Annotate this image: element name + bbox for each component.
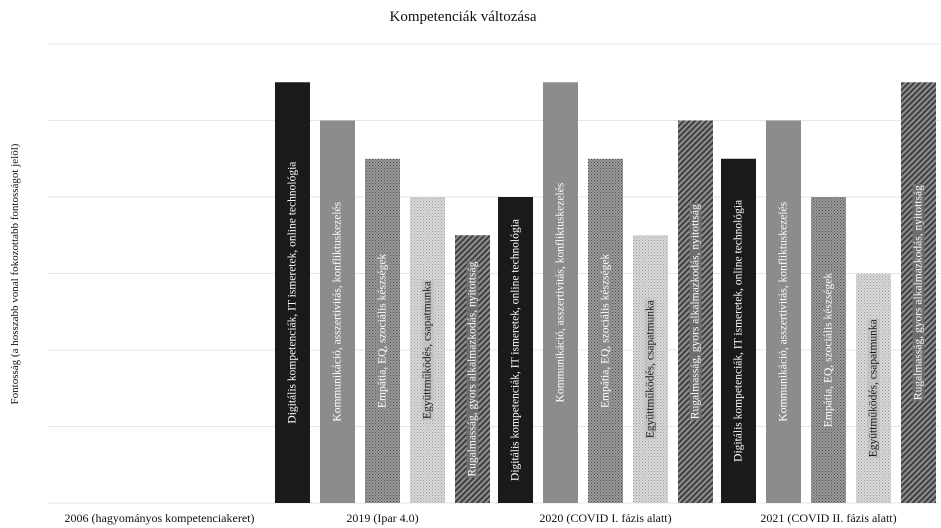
bar (320, 120, 355, 503)
bar (543, 82, 578, 503)
bar-label: Rugalmasság, gyors alkalmazkodás, nyitot… (690, 204, 702, 419)
bar-label-background (689, 203, 702, 421)
bar-label: Rugalmasság, gyors alkalmazkodás, nyitot… (467, 261, 479, 476)
bar-label-background (599, 252, 612, 409)
bar-label: Együttműködés, csapatmunka (868, 319, 880, 457)
bar-label-background (466, 260, 479, 478)
bar-label-background (822, 271, 835, 429)
bar-label: Kommunikáció, asszertivitás, konfliktusk… (332, 201, 344, 421)
bar (498, 197, 533, 503)
bar-label-background (421, 280, 434, 420)
category-labels: 2006 (hagyományos kompetenciakeret) 2019 … (65, 511, 897, 525)
bar-label: Kommunikáció, asszertivitás, konfliktusk… (555, 182, 567, 402)
bar-group: Digitális kompetenciák, IT ismeretek, on… (275, 82, 936, 503)
y-axis-label: Fontosság (a hosszabb vonal fokozottabb … (9, 143, 21, 404)
bar-label-background (867, 318, 880, 459)
bar-label-background (376, 252, 389, 409)
bar (766, 120, 801, 503)
bar-label: Kommunikáció, asszertivitás, konfliktusk… (778, 201, 790, 421)
category-label: 2020 (COVID I. fázis alatt) (539, 511, 671, 525)
category-label: 2006 (hagyományos kompetenciakeret) (65, 511, 255, 525)
category-label: 2021 (COVID II. fázis alatt) (760, 511, 896, 525)
bar-label: Együttműködés, csapatmunka (422, 281, 434, 419)
chart-title: Kompetenciák változása (389, 9, 536, 25)
category-label: 2019 (Ipar 4.0) (346, 511, 418, 525)
bar-label: Digitális kompetenciák, IT ismeretek, on… (510, 219, 522, 481)
bar (275, 82, 310, 503)
bar-label: Rugalmasság, gyors alkalmazkodás, nyitot… (913, 185, 925, 400)
bar-label-background (644, 299, 657, 440)
gridlines (48, 43, 940, 504)
bar (721, 158, 756, 503)
bar-label-background (912, 183, 925, 402)
bar-label: Empátia, EQ, szociális készségek (600, 254, 612, 408)
bar-label: Digitális kompetenciák, IT ismeretek, on… (733, 200, 745, 462)
bar-label: Digitális kompetenciák, IT ismeretek, on… (287, 162, 299, 424)
bar-label: Empátia, EQ, szociális készségek (823, 273, 835, 427)
bar-label: Empátia, EQ, szociális készségek (377, 254, 389, 408)
bar-label: Együttműködés, csapatmunka (645, 300, 657, 438)
